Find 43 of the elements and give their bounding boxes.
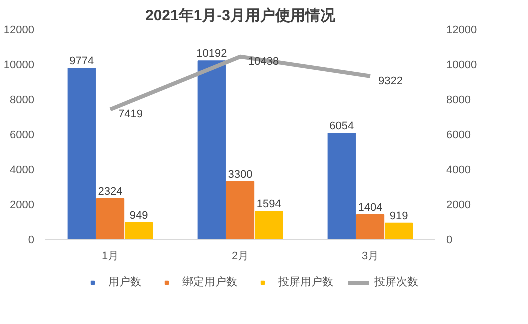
bar [226,181,255,240]
y-tick-label: 8000 [10,94,35,106]
data-label: 1594 [256,198,282,211]
bar [255,211,284,240]
y2-tick-label: 6000 [446,130,471,142]
y-tick-label: 12000 [4,24,35,36]
bar [198,60,226,240]
y2-tick-label: 4000 [446,164,471,176]
y2-tick-label: 12000 [446,24,478,36]
legend-label: 用户数 [108,275,142,290]
data-label: 10438 [248,56,280,68]
y-tick-label: 2000 [10,200,35,212]
data-label: 3300 [228,168,253,181]
y2-tick-label: 8000 [446,94,471,106]
legend-label: 投屏用户数 [278,275,334,290]
bar [125,222,154,240]
y-tick-label: 6000 [10,130,35,142]
x-tick-label: 1月 [102,250,120,262]
legend-label: 投屏次数 [374,276,418,290]
legend-label: 绑定用户数 [182,275,238,290]
y2-tick-label: 10000 [446,60,478,72]
y-tick-label: 0 [28,234,35,246]
data-label: 7419 [118,108,143,121]
data-label: 949 [130,210,148,222]
data-label: 9322 [378,75,403,88]
y-tick-label: 10000 [4,60,35,72]
y-tick-label: 4000 [10,164,35,176]
x-tick-label: 3月 [362,250,380,262]
data-label: 6054 [330,120,354,133]
data-label: 2324 [98,186,123,198]
bar [385,222,414,240]
bar [356,214,385,240]
bar [328,133,356,240]
y2-tick-label: 0 [446,234,453,246]
y2-tick-label: 2000 [446,200,471,212]
chart-title: 2021年1月-3月用户使用情况 [145,6,337,24]
data-label: 9774 [70,55,94,68]
bar [68,68,96,240]
bar [96,198,125,240]
data-label: 10192 [196,48,228,60]
data-label: 919 [390,210,408,222]
data-label: 1404 [358,202,383,214]
x-tick-label: 2月 [232,250,250,262]
